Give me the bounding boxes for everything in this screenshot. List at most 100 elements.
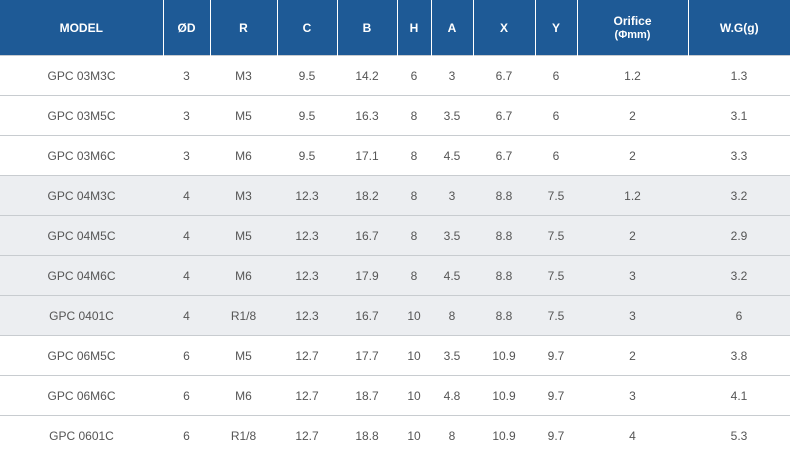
- cell-x: 6.7: [473, 55, 535, 96]
- cell-a: 8: [431, 415, 473, 454]
- header-r: R: [209, 0, 277, 56]
- cell-model: GPC 04M6C: [0, 255, 163, 296]
- header-orifice-label: Orifice: [613, 13, 652, 28]
- cell-x: 6.7: [473, 95, 535, 136]
- table-row: GPC 03M6C 3 M6 9.5 17.1 8 4.5 6.7 6 2 3.3: [0, 135, 790, 176]
- cell-weight: 3.2: [688, 175, 790, 216]
- cell-y: 7.5: [535, 295, 577, 336]
- cell-x: 8.8: [473, 255, 535, 296]
- cell-diameter: 3: [163, 95, 210, 136]
- cell-diameter: 6: [163, 335, 210, 376]
- cell-weight: 1.3: [688, 55, 790, 96]
- cell-c: 9.5: [277, 135, 337, 176]
- cell-r: M5: [210, 95, 277, 136]
- cell-r: M6: [210, 375, 277, 416]
- cell-weight: 3.3: [688, 135, 790, 176]
- cell-weight: 4.1: [688, 375, 790, 416]
- header-b: B: [336, 0, 397, 56]
- table-row: GPC 0601C 6 R1/8 12.7 18.8 10 8 10.9 9.7 4 5.3: [0, 415, 790, 454]
- header-y: Y: [534, 0, 577, 56]
- cell-weight: 3.2: [688, 255, 790, 296]
- cell-diameter: 3: [163, 55, 210, 96]
- cell-c: 12.7: [277, 335, 337, 376]
- table-row: GPC 04M5C 4 M5 12.3 16.7 8 3.5 8.8 7.5 2 2.9: [0, 215, 790, 256]
- cell-h: 8: [397, 255, 431, 296]
- cell-b: 17.9: [337, 255, 397, 296]
- cell-r: M5: [210, 335, 277, 376]
- header-c: C: [276, 0, 337, 56]
- cell-x: 10.9: [473, 335, 535, 376]
- cell-c: 9.5: [277, 55, 337, 96]
- cell-a: 4.8: [431, 375, 473, 416]
- cell-model: GPC 06M6C: [0, 375, 163, 416]
- cell-y: 9.7: [535, 415, 577, 454]
- cell-y: 6: [535, 55, 577, 96]
- table-row: GPC 06M6C 6 M6 12.7 18.7 10 4.8 10.9 9.7 3 4.1: [0, 375, 790, 416]
- table-row: GPC 03M3C 3 M3 9.5 14.2 6 3 6.7 6 1.2 1.3: [0, 55, 790, 96]
- cell-r: M6: [210, 255, 277, 296]
- header-a: A: [430, 0, 473, 56]
- cell-diameter: 4: [163, 175, 210, 216]
- cell-b: 16.3: [337, 95, 397, 136]
- header-model: MODEL: [0, 0, 163, 56]
- cell-r: M5: [210, 215, 277, 256]
- cell-b: 18.2: [337, 175, 397, 216]
- table-row: GPC 04M3C 4 M3 12.3 18.2 8 3 8.8 7.5 1.2 3.2: [0, 175, 790, 216]
- table-row: GPC 04M6C 4 M6 12.3 17.9 8 4.5 8.8 7.5 3 3.2: [0, 255, 790, 296]
- cell-orifice: 2: [577, 215, 688, 256]
- cell-orifice: 1.2: [577, 55, 688, 96]
- table-row: GPC 03M5C 3 M5 9.5 16.3 8 3.5 6.7 6 2 3.1: [0, 95, 790, 136]
- header-h: H: [396, 0, 431, 56]
- cell-x: 8.8: [473, 215, 535, 256]
- cell-diameter: 3: [163, 135, 210, 176]
- cell-b: 17.7: [337, 335, 397, 376]
- cell-model: GPC 04M5C: [0, 215, 163, 256]
- cell-weight: 2.9: [688, 215, 790, 256]
- cell-y: 7.5: [535, 255, 577, 296]
- cell-model: GPC 0601C: [0, 415, 163, 454]
- header-weight: W.G(g): [687, 0, 790, 56]
- cell-weight: 3.8: [688, 335, 790, 376]
- cell-h: 8: [397, 135, 431, 176]
- cell-a: 3: [431, 175, 473, 216]
- cell-orifice: 1.2: [577, 175, 688, 216]
- cell-b: 18.7: [337, 375, 397, 416]
- cell-c: 12.3: [277, 215, 337, 256]
- cell-a: 8: [431, 295, 473, 336]
- cell-x: 10.9: [473, 375, 535, 416]
- table-row: GPC 06M5C 6 M5 12.7 17.7 10 3.5 10.9 9.7 2 3.8: [0, 335, 790, 376]
- cell-h: 10: [397, 335, 431, 376]
- cell-r: M3: [210, 55, 277, 96]
- cell-orifice: 2: [577, 95, 688, 136]
- cell-orifice: 3: [577, 295, 688, 336]
- header-orifice: Orifice (Φmm): [576, 0, 688, 56]
- cell-model: GPC 03M6C: [0, 135, 163, 176]
- cell-weight: 3.1: [688, 95, 790, 136]
- cell-orifice: 2: [577, 135, 688, 176]
- header-x: X: [472, 0, 535, 56]
- cell-diameter: 4: [163, 215, 210, 256]
- cell-weight: 6: [688, 295, 790, 336]
- cell-h: 10: [397, 375, 431, 416]
- cell-c: 12.3: [277, 175, 337, 216]
- cell-y: 7.5: [535, 215, 577, 256]
- header-orifice-unit: (Φmm): [614, 28, 651, 41]
- cell-a: 3: [431, 55, 473, 96]
- cell-model: GPC 04M3C: [0, 175, 163, 216]
- cell-h: 6: [397, 55, 431, 96]
- cell-orifice: 2: [577, 335, 688, 376]
- cell-model: GPC 0401C: [0, 295, 163, 336]
- cell-a: 3.5: [431, 95, 473, 136]
- cell-b: 18.8: [337, 415, 397, 454]
- cell-h: 10: [397, 295, 431, 336]
- cell-h: 8: [397, 215, 431, 256]
- cell-h: 8: [397, 95, 431, 136]
- cell-h: 10: [397, 415, 431, 454]
- cell-r: R1/8: [210, 415, 277, 454]
- cell-weight: 5.3: [688, 415, 790, 454]
- cell-b: 16.7: [337, 215, 397, 256]
- cell-c: 9.5: [277, 95, 337, 136]
- cell-x: 10.9: [473, 415, 535, 454]
- cell-y: 9.7: [535, 335, 577, 376]
- cell-x: 8.8: [473, 295, 535, 336]
